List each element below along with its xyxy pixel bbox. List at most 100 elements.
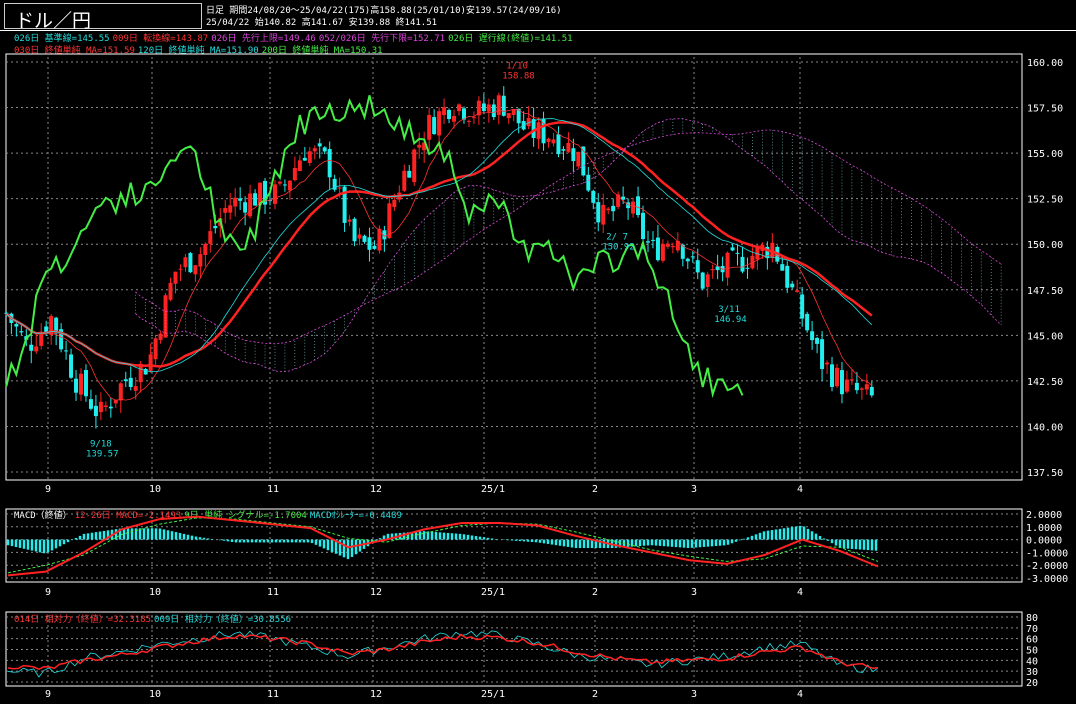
rsi-x-tick-label: 11	[267, 689, 279, 700]
candle-body	[825, 362, 830, 365]
annotation-value: 146.94	[714, 315, 747, 325]
candle-body	[44, 326, 49, 334]
candle-body	[362, 235, 367, 242]
macd-x-tick-label: 12	[370, 587, 382, 598]
candle-body	[581, 146, 586, 176]
candle-body	[342, 186, 347, 223]
macd-x-tick-label: 10	[149, 587, 161, 598]
candle-body	[228, 205, 233, 213]
rsi-x-tick-label: 25/1	[481, 689, 505, 700]
candle-body	[452, 115, 457, 122]
candle-body	[680, 244, 685, 259]
candle-body	[839, 370, 844, 395]
candle-body	[183, 257, 188, 268]
candle-body	[815, 338, 820, 344]
candle-body	[586, 174, 591, 191]
candle-body	[641, 212, 646, 240]
candle-body	[461, 108, 466, 120]
candle-body	[412, 149, 417, 183]
macd-x-tick-label: 11	[267, 587, 279, 598]
candle-body	[869, 386, 874, 396]
rsi-x-tick-label: 12	[370, 689, 382, 700]
candle-body	[546, 138, 551, 142]
candle-body	[208, 231, 213, 244]
macd-x-tick-label: 9	[45, 587, 51, 598]
candle-body	[302, 157, 307, 161]
candle-body	[695, 260, 700, 273]
macd-tick-label: -3.0000	[1026, 574, 1068, 585]
candle-body	[372, 245, 377, 249]
candle-body	[655, 237, 660, 261]
candle-body	[486, 104, 491, 112]
candle-body	[297, 160, 302, 171]
candle-body	[292, 167, 297, 181]
price-tick-label: 142.50	[1027, 377, 1063, 388]
candle-body	[705, 274, 710, 288]
macd-tick-label: 1.0000	[1026, 523, 1062, 534]
candle-body	[163, 295, 168, 338]
candle-body	[466, 120, 471, 122]
price-x-tick-label: 11	[267, 484, 279, 495]
period-info: 日足 期間24/08/20～25/04/22(175)高158.88(25/01…	[206, 6, 562, 16]
candle-body	[476, 100, 481, 116]
candle-body	[805, 313, 810, 331]
rsi-legend-item: 014日 相対力（終値）=32.3185	[14, 615, 152, 625]
rsi-tick-label: 40	[1026, 656, 1038, 667]
candle-body	[108, 406, 113, 409]
price-x-tick-label: 2	[592, 484, 598, 495]
candle-body	[337, 187, 342, 189]
candle-body	[854, 382, 859, 391]
candle-body	[442, 107, 447, 116]
candle-body	[601, 204, 606, 225]
candle-body	[849, 379, 854, 381]
candle-body	[113, 399, 118, 404]
candle-body	[556, 134, 561, 155]
candle-body	[223, 207, 228, 213]
legend-row2-item: 200日 終値単純 MA=150.31	[261, 46, 383, 56]
candle-body	[700, 272, 705, 289]
candle-body	[606, 208, 611, 211]
rsi-x-tick-label: 4	[797, 689, 803, 700]
candle-body	[382, 230, 387, 240]
price-x-tick-label: 4	[797, 484, 803, 495]
price-tick-label: 137.50	[1027, 468, 1063, 479]
candle-body	[750, 255, 755, 269]
price-tick-label: 157.50	[1027, 104, 1063, 115]
candle-body	[626, 202, 631, 209]
candle-body	[392, 199, 397, 208]
annotation-value: 150.92	[602, 242, 635, 252]
candle-body	[188, 253, 193, 273]
candle-body	[357, 234, 362, 239]
candle-body	[685, 258, 690, 262]
candle-body	[631, 201, 636, 214]
candle-body	[660, 244, 665, 261]
candle-body	[352, 218, 357, 242]
candle-body	[785, 265, 790, 288]
candle-body	[317, 143, 322, 147]
macd-tick-label: 2.0000	[1026, 510, 1062, 521]
ma-legend: 030日 終値単純 MA=151.59 120日 終値単純 MA=151.90 20…	[14, 43, 386, 56]
candle-body	[471, 117, 476, 119]
candle-body	[148, 354, 153, 371]
candle-body	[287, 180, 292, 191]
candle-body	[387, 203, 392, 239]
candle-body	[138, 363, 143, 383]
candle-body	[531, 119, 536, 138]
candle-body	[4, 312, 9, 314]
candle-body	[123, 379, 128, 382]
candle-body	[407, 170, 412, 178]
macd-legend: MACD（終値） 12-26日 MACD=-2.1493 9日 単純 シグナル=-1…	[14, 508, 405, 521]
candle-body	[456, 104, 461, 112]
candle-body	[645, 241, 650, 243]
price-tick-label: 155.00	[1027, 149, 1063, 160]
candle-body	[596, 202, 601, 223]
candle-body	[725, 252, 730, 278]
candle-body	[551, 139, 556, 144]
macd-tick-label: 0.0000	[1026, 536, 1062, 547]
macd-x-tick-label: 4	[797, 587, 803, 598]
candle-body	[83, 370, 88, 397]
candle-body	[74, 378, 79, 393]
chart-header: ドル／円 日足 期間24/08/20～25/04/22(175)高158.88(…	[0, 0, 1076, 32]
rsi-x-tick-label: 3	[691, 689, 697, 700]
